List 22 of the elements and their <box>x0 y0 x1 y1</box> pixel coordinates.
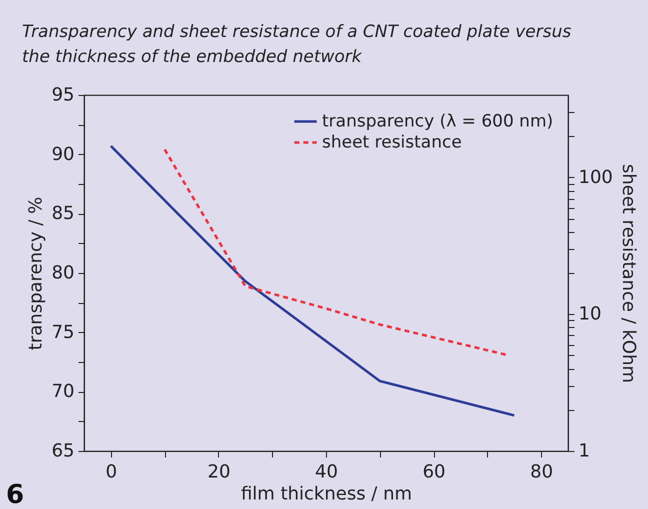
x-tick-label: 80 <box>530 462 554 482</box>
y-tick-label: 90 <box>52 144 74 165</box>
y2-tick-label: 100 <box>578 166 613 188</box>
x-tick-label: 20 <box>207 462 230 482</box>
y2-tick-label: 1 <box>578 440 590 462</box>
y-tick-label: 75 <box>52 322 74 343</box>
legend-label: sheet resistance <box>322 132 462 152</box>
text: 6 <box>6 480 24 509</box>
legend-label: transparency (λ = 600 nm) <box>322 112 554 132</box>
y-tick-label: 70 <box>52 381 74 402</box>
y-axis-title: transparency / % <box>26 196 47 350</box>
y2-axis-title: sheet resistance / kOhm <box>618 164 639 384</box>
x-tick-label: 40 <box>315 462 338 482</box>
x-tick-label: 60 <box>422 462 446 482</box>
y-tick-label: 80 <box>52 262 74 284</box>
y2-tick-label: 10 <box>578 304 602 325</box>
y-tick-label: 95 <box>52 84 74 106</box>
chart-title: Transparency and sheet resistance of a CNT coated plate versus the thickness of the embedded network <box>22 22 572 67</box>
x-axis-title: film thickness / nm <box>240 484 412 504</box>
y-tick-label: 65 <box>52 440 74 462</box>
x-tick-label: 0 <box>106 462 118 482</box>
y-tick-label: 85 <box>52 203 74 224</box>
